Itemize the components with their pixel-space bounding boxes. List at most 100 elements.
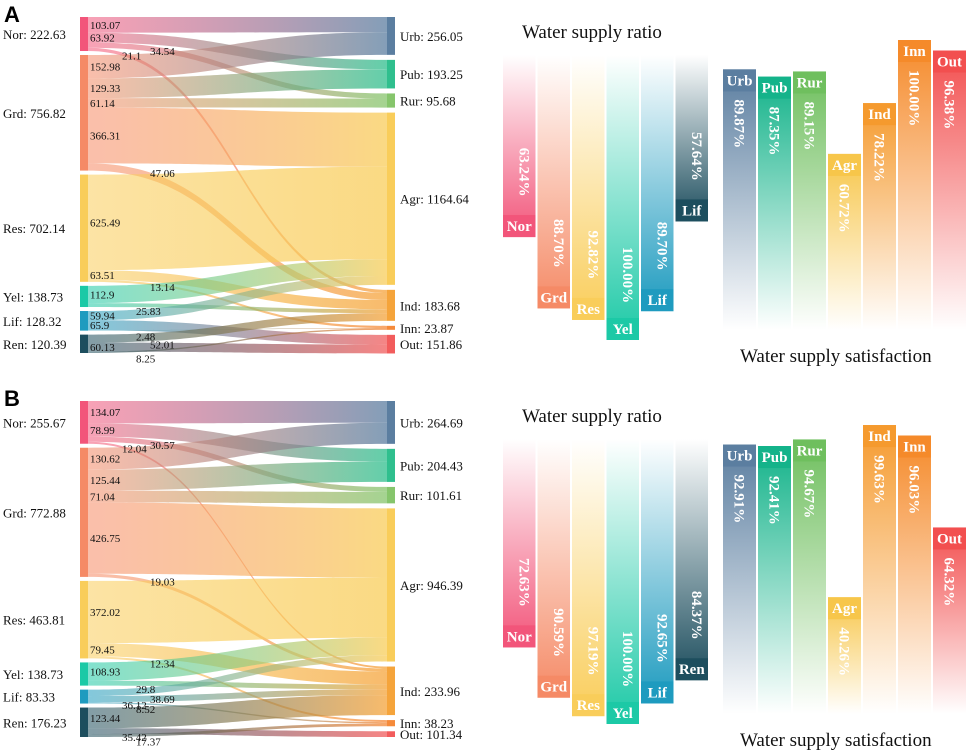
satisfaction-bar-cap [758,76,791,99]
satisfaction-bar-out: Out 64.32% [933,527,966,714]
ratio-bar-lif: Lif 57.64% [675,55,708,222]
ratio-bar-value: 89.70% [653,222,669,271]
ratio-bar-res: Res 97.19% [572,439,605,717]
flow-value-label: 123.44 [90,713,121,725]
ratio-bar-fill [537,55,570,309]
satisfaction-bar-code: Urb [727,449,753,465]
ratio-bar-code: Lif [648,293,668,309]
flow-grd-rur [88,98,387,108]
ratio-bar-cap [572,694,605,717]
satisfaction-bar-fill [723,69,756,330]
panel-letter: B [4,386,20,411]
flow-grd-pub [88,69,387,99]
flow-value-label: 36.12 [122,700,147,712]
flow-res-agr [88,166,387,271]
ratio-bar-code: Res [577,302,600,318]
flow-value-label: 17.37 [136,737,161,749]
satisfaction-bar-rur: Rur 94.67% [793,439,826,714]
ratio-bar-yel: Yel 100.00% [606,55,639,340]
source-node-grd [80,447,88,577]
flow-grd-urb [88,422,387,470]
satisfaction-bar-code: Out [937,54,962,70]
target-label-agr: Agr: 1164.64 [400,192,469,207]
satisfaction-bar-value: 40.26% [836,627,852,676]
ratio-bar-code: Nor [507,219,532,235]
source-label-yel: Yel: 138.73 [3,289,63,304]
flow-yel-ind [88,680,387,690]
target-node-agr [387,112,395,285]
target-node-out [387,334,395,354]
flow-value-label: 112.9 [90,289,115,301]
satisfaction-bar-urb: Urb 89.87% [723,69,756,330]
flow-value-label: 426.75 [90,533,121,545]
flow-value-label: 134.07 [90,407,121,419]
satisfaction-bar-fill [793,71,826,330]
flow-grd-rur [88,490,387,504]
satisfaction-bar-cap [828,597,861,620]
ratio-bar-cap [537,675,570,698]
satisfaction-bar-fill [933,527,966,714]
satisfaction-bar-inn: Inn 96.03% [898,435,931,714]
flow-value-label: 61.14 [90,98,115,110]
flow-ren-out [88,342,387,354]
source-label-lif: Lif: 83.33 [3,690,55,705]
ratio-bar-fill [606,55,639,340]
flow-res-inn [88,279,387,329]
flow-res-inn [88,656,387,723]
satisfaction-bar-code: Agr [832,601,857,617]
ratio-bar-cap [503,215,536,238]
satisfaction-bar-value: 96.38% [941,80,957,129]
source-label-nor: Nor: 255.67 [3,415,66,430]
satisfaction-bar-agr: Agr 40.26% [828,597,861,714]
satisfaction-bar-code: Inn [903,44,926,60]
ratio-bar-grd: Grd 90.59% [537,439,570,698]
satisfaction-bar-value: 64.32% [941,557,957,606]
flow-value-label: 129.33 [90,83,121,95]
source-node-grd [80,55,88,171]
ratio-bar-value: 72.63% [515,558,531,607]
satisfaction-bar-code: Urb [727,73,753,89]
target-label-inn: Inn: 23.87 [400,321,454,336]
ratio-bar-code: Yel [613,706,633,722]
flow-yel-agr [88,637,387,681]
ratio-bar-res: Res 92.82% [572,55,605,320]
ratio-bar-fill [572,439,605,717]
target-node-inn [387,325,395,330]
satisfaction-bar-fill [758,76,791,330]
satisfaction-bar-value: 89.15% [801,101,817,150]
flow-value-label: 34.54 [150,46,175,58]
ratio-bar-fill [675,55,708,222]
ratio-bar-value: 92.82% [584,231,600,280]
satisfaction-bar-cap [933,527,966,550]
ratio-bar-fill [572,55,605,320]
flow-value-label: 103.07 [90,20,121,32]
satisfaction-bar-value: 89.87% [731,99,747,148]
satisfaction-title: Water supply satisfaction [740,730,932,751]
flow-yel-ind [88,303,387,314]
ratio-title: Water supply ratio [522,406,662,427]
flow-value-label: 108.93 [90,667,121,679]
ratio-bar-value: 88.70% [550,219,566,268]
satisfaction-bar-fill [758,446,791,714]
target-node-agr [387,508,395,662]
flow-value-label: 625.49 [90,217,121,229]
flow-value-label: 2.48 [136,331,156,343]
satisfaction-bar-cap [898,435,931,458]
satisfaction-bar-cap [758,446,791,469]
target-label-ind: Ind: 233.96 [400,684,460,699]
satisfaction-bar-value: 87.35% [766,107,782,156]
target-node-rur [387,93,395,108]
ratio-bar-cap [641,289,674,312]
satisfaction-bar-cap [933,50,966,73]
flow-value-label: 71.04 [90,491,115,503]
target-node-urb [387,401,395,444]
ratio-bar-value: 63.24% [515,148,531,197]
source-node-lif [80,311,88,331]
ratio-bar-fill [641,55,674,312]
ratio-bar-fill [641,439,674,704]
satisfaction-bar-code: Rur [797,75,823,91]
satisfaction-bar-cap [828,153,861,176]
target-label-pub: Pub: 204.43 [400,458,463,473]
flow-value-label: 366.31 [90,130,120,142]
